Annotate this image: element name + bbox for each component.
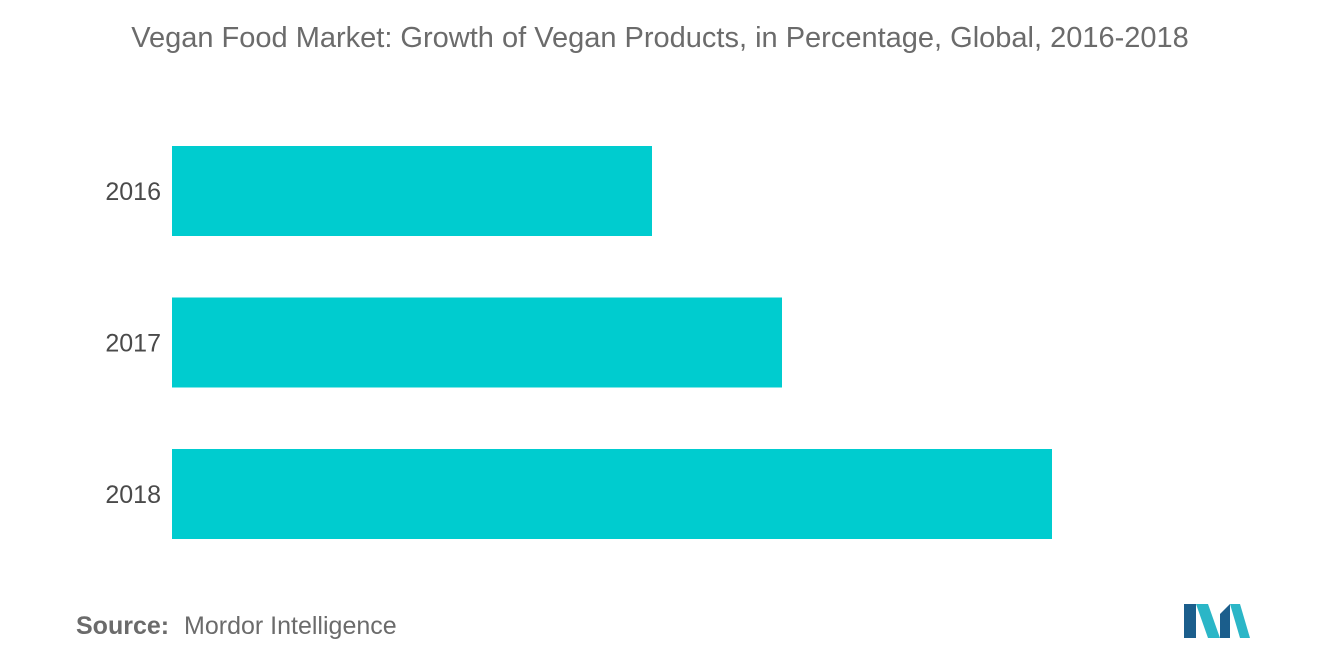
mordor-intelligence-logo-icon [1184, 604, 1250, 638]
logo-right-diagonal [1230, 604, 1250, 638]
bars-layer [172, 146, 1052, 539]
y-axis-tick-labels: 2016 2017 2018 [105, 178, 161, 509]
source-note: Source: Mordor Intelligence [76, 612, 397, 641]
y-tick-label-2017: 2017 [105, 330, 161, 358]
logo-left-stroke [1184, 604, 1196, 638]
y-tick-label-2016: 2016 [105, 178, 161, 206]
source-text: Mordor Intelligence [184, 612, 397, 640]
source-label: Source: [76, 612, 170, 640]
chart-title: Vegan Food Market: Growth of Vegan Produ… [131, 22, 1189, 54]
bar-2017 [172, 297, 782, 388]
logo-mid-stroke [1220, 604, 1230, 638]
y-tick-label-2018: 2018 [105, 481, 161, 509]
bar-2018 [172, 449, 1052, 539]
logo-left-diagonal [1196, 604, 1220, 638]
bar-2016 [172, 146, 652, 236]
